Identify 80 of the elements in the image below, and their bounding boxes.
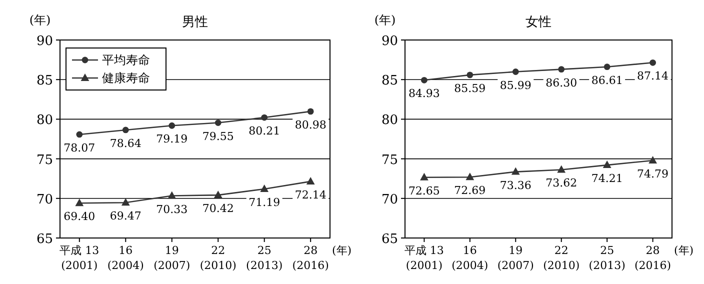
- data-label: 69.47: [110, 210, 142, 223]
- data-label: 80.98: [294, 118, 326, 132]
- x-tick-label: 19 (2007): [497, 244, 534, 272]
- data-label: 79.55: [202, 130, 234, 143]
- point: [121, 198, 130, 206]
- legend-label: 平均寿命: [102, 53, 150, 67]
- y-axis-title: (年): [29, 13, 51, 27]
- y-tick-label: 65: [381, 232, 398, 247]
- data-label: 80.21: [248, 124, 280, 138]
- point: [650, 59, 656, 66]
- x-tick-label: 平成 13 (2001): [60, 244, 100, 272]
- point: [75, 198, 84, 206]
- data-label: 70.42: [202, 202, 234, 216]
- x-axis-title: (年): [332, 244, 352, 257]
- data-label: 74.21: [591, 172, 623, 186]
- data-label: 72.14: [294, 188, 326, 202]
- data-label: 85.99: [500, 78, 532, 92]
- point: [420, 172, 428, 180]
- x-tick-label: 28 (2016): [634, 244, 672, 272]
- legend-label: 健康寿命: [102, 71, 150, 85]
- x-tick-label: 19 (2007): [154, 244, 190, 272]
- data-label: 78.64: [110, 136, 142, 150]
- data-label: 72.65: [408, 184, 440, 198]
- point: [604, 64, 610, 70]
- data-label: 73.36: [500, 178, 532, 192]
- x-tick-label: 平成 13 (2001): [404, 244, 444, 272]
- point: [557, 165, 566, 173]
- data-label: 84.93: [408, 87, 440, 100]
- x-tick-label: 25 (2013): [246, 244, 283, 272]
- data-label: 87.14: [637, 70, 669, 83]
- point: [558, 66, 565, 73]
- x-tick-label: 16 (2004): [107, 244, 144, 272]
- data-label: 74.79: [637, 167, 669, 180]
- y-tick-label: 70: [381, 192, 398, 208]
- data-label: 86.61: [591, 74, 623, 87]
- point: [307, 108, 314, 115]
- y-tick-label: 65: [36, 232, 53, 247]
- chart-title: 女性: [526, 15, 552, 30]
- point: [602, 160, 612, 168]
- data-label: 79.19: [156, 132, 188, 146]
- point: [511, 167, 520, 175]
- x-axis-title: (年): [674, 244, 694, 257]
- point: [168, 122, 176, 129]
- y-tick-label: 90: [381, 34, 398, 49]
- point: [306, 176, 315, 184]
- y-tick-label: 85: [381, 74, 398, 89]
- x-tick-label: 22 (2010): [200, 244, 236, 272]
- data-label: 85.59: [454, 82, 486, 95]
- point: [168, 191, 176, 199]
- point: [512, 68, 519, 75]
- point: [648, 156, 657, 164]
- data-label: 73.62: [546, 176, 578, 190]
- x-tick-label: 16 (2004): [452, 244, 488, 272]
- y-tick-label: 90: [36, 34, 53, 49]
- point: [466, 172, 474, 180]
- y-tick-label: 75: [36, 152, 53, 168]
- point: [261, 114, 268, 121]
- x-tick-label: 28 (2016): [292, 244, 329, 272]
- y-tick-label: 85: [36, 74, 53, 89]
- x-tick-label: 25 (2013): [588, 244, 626, 272]
- data-label: 70.33: [156, 202, 188, 216]
- data-label: 71.19: [248, 196, 280, 209]
- point: [260, 184, 269, 192]
- y-tick-label: 80: [381, 113, 398, 128]
- x-tick-label: 22 (2010): [543, 244, 580, 272]
- y-tick-label: 75: [381, 152, 398, 168]
- point: [122, 126, 129, 134]
- point: [76, 131, 83, 138]
- y-axis-title: (年): [374, 13, 396, 27]
- point: [214, 120, 222, 126]
- data-label: 72.69: [454, 184, 486, 198]
- data-label: 69.40: [64, 210, 96, 224]
- chart-title: 男性: [182, 15, 208, 30]
- y-tick-label: 80: [36, 113, 53, 128]
- point: [421, 76, 428, 84]
- data-label: 78.07: [64, 141, 96, 154]
- data-label: 86.30: [546, 76, 578, 90]
- point: [466, 72, 474, 78]
- y-tick-label: 70: [36, 192, 53, 208]
- point: [214, 190, 222, 198]
